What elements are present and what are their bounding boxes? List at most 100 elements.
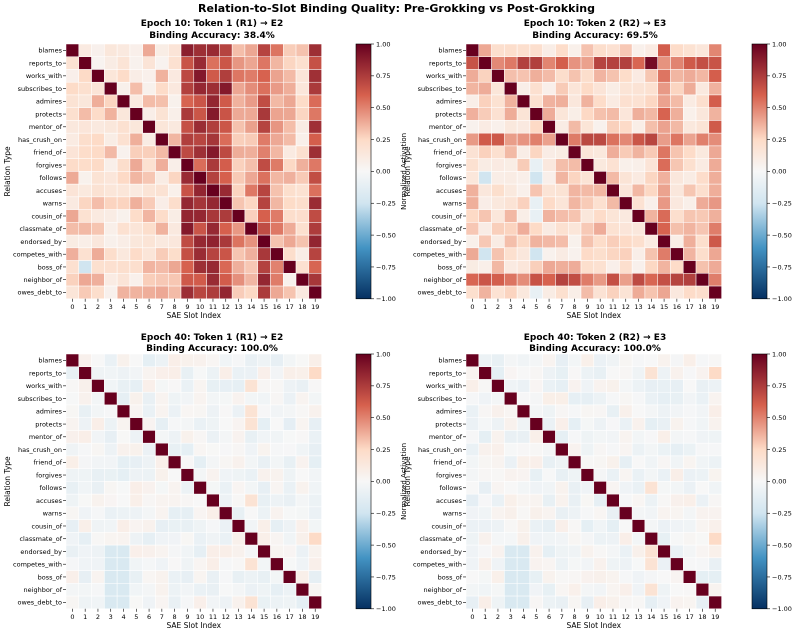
heatmap-cell (555, 120, 569, 134)
heatmap-cell (619, 481, 633, 495)
heatmap-cell (555, 379, 569, 393)
heatmap-cell (491, 570, 505, 584)
heatmap-cell (129, 43, 143, 57)
x-tick-label: 14 (247, 613, 255, 621)
y-tick-label: reports_to (29, 369, 62, 377)
heatmap-cell (78, 353, 92, 367)
heatmap-cell (491, 544, 505, 559)
heatmap-cell (504, 145, 518, 159)
heatmap-cell (295, 557, 310, 571)
x-tick-label: 17 (286, 303, 294, 311)
heatmap-cell (193, 56, 207, 70)
heatmap-cell (644, 353, 658, 367)
heatmap-cell (257, 222, 271, 236)
heatmap-cell (129, 81, 143, 96)
heatmap-cell (104, 455, 118, 469)
heatmap-cell (180, 557, 195, 571)
heatmap-cell (478, 417, 492, 431)
colorbar-tick-label: −0.50 (772, 231, 792, 239)
heatmap-cell (593, 43, 607, 57)
heatmap-cell (516, 158, 531, 172)
heatmap-cell (542, 366, 556, 380)
heatmap-cell (580, 43, 595, 57)
heatmap-cell (644, 222, 658, 236)
heatmap-cell (65, 56, 80, 70)
y-tick-label: subscribes_to (418, 85, 462, 93)
heatmap-cell (644, 196, 658, 210)
heatmap-cell (244, 417, 258, 431)
heatmap-cell (631, 570, 646, 584)
heatmap-cell (65, 442, 80, 457)
heatmap-cell (219, 532, 233, 546)
heatmap-cell (695, 234, 710, 249)
heatmap-cell (529, 107, 543, 121)
heatmap-cell (606, 366, 620, 380)
heatmap-cell (491, 442, 505, 457)
heatmap-cell (231, 56, 246, 70)
heatmap-cell (708, 285, 722, 300)
heatmap-cell (129, 222, 143, 236)
heatmap-cell (567, 506, 582, 520)
heatmap-cell (504, 158, 518, 172)
heatmap-cell (644, 285, 658, 300)
heatmap-cell (142, 81, 156, 96)
heatmap-cell (180, 247, 195, 261)
heatmap-cell (116, 417, 131, 431)
heatmap-cell (142, 260, 156, 274)
heatmap-cell (542, 81, 556, 96)
heatmap-cell (219, 69, 233, 83)
heatmap-cell (478, 455, 492, 469)
heatmap-cell (516, 595, 531, 610)
y-tick-label: admires (436, 408, 463, 416)
heatmap-cell (129, 183, 143, 198)
heatmap-cell (91, 557, 105, 571)
heatmap-cell (193, 353, 207, 367)
y-tick-label: warns (43, 510, 63, 518)
heatmap-cell (155, 379, 169, 393)
heatmap-cell (657, 366, 671, 380)
heatmap-cell (142, 519, 156, 533)
heatmap-cell (593, 56, 607, 70)
heatmap-cell (91, 442, 105, 457)
heatmap-cell (504, 493, 518, 508)
heatmap-cell (104, 120, 118, 134)
heatmap-cell (295, 196, 310, 210)
heatmap-cell (695, 532, 710, 546)
heatmap-cell (308, 595, 322, 610)
heatmap-cell (78, 285, 92, 300)
heatmap-cell (180, 196, 195, 210)
heatmap-cell (142, 120, 156, 134)
heatmap-cell (606, 519, 620, 533)
heatmap-cell (644, 183, 658, 198)
heatmap-cell (155, 493, 169, 508)
heatmap-cell (478, 583, 492, 597)
heatmap-cell (670, 158, 684, 172)
heatmap-cell (91, 234, 105, 249)
heatmap-cell (555, 493, 569, 508)
heatmap-cell (78, 468, 92, 482)
heatmap-cell (142, 544, 156, 559)
heatmap-cell (91, 56, 105, 70)
heatmap-cell (91, 247, 105, 261)
x-tick-label: 3 (109, 613, 113, 621)
heatmap-cell (180, 158, 195, 172)
heatmap-cell (244, 532, 258, 546)
y-tick-label: endorsed_by (20, 548, 62, 556)
heatmap-cell (619, 158, 633, 172)
y-tick-label: subscribes_to (418, 395, 462, 403)
heatmap-cell (657, 544, 671, 559)
heatmap-cell (593, 183, 607, 198)
heatmap-cell (631, 404, 646, 418)
heatmap-cell (580, 442, 595, 457)
heatmap-cell (193, 107, 207, 121)
x-tick-label: 4 (121, 613, 125, 621)
heatmap-cell (231, 493, 246, 508)
colorbar-tick-label: −1.00 (772, 605, 792, 613)
heatmap-cell (116, 120, 131, 134)
heatmap-cell (180, 222, 195, 236)
heatmap-cell (180, 544, 195, 559)
heatmap-cell (180, 493, 195, 508)
heatmap-cell (683, 145, 697, 159)
heatmap-cell (91, 353, 105, 367)
